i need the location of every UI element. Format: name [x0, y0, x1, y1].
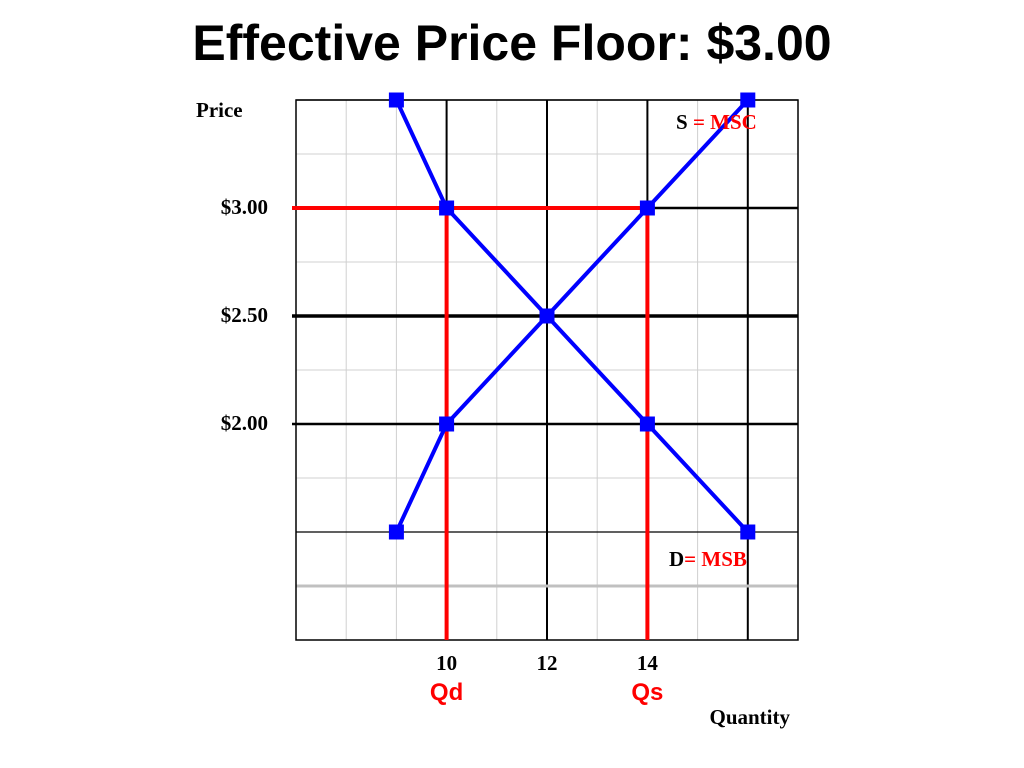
demand-point	[539, 308, 555, 324]
slide-title: Effective Price Floor: $3.00	[192, 15, 832, 71]
x-axis-label: Quantity	[709, 705, 790, 729]
demand-point	[639, 416, 655, 432]
qs-label: Qs	[631, 679, 663, 706]
plot-border	[295, 99, 799, 641]
labels-layer: $3.00 $2.50 $2.00 Price 10 12 14 Quantity Qd Qs S …	[196, 98, 790, 729]
x-tick-label: 10	[436, 651, 457, 675]
x-tick-label: 12	[537, 651, 558, 675]
qd-label: Qd	[430, 679, 463, 706]
supply-point	[388, 524, 404, 540]
supply-point	[439, 416, 455, 432]
y-tick-label: $2.00	[221, 411, 268, 435]
demand-point	[740, 524, 756, 540]
x-tick-label: 14	[637, 651, 659, 675]
demand-curve-label: D= MSB	[669, 547, 747, 571]
y-tick-label: $2.50	[221, 303, 268, 327]
demand-point	[439, 200, 455, 216]
supply-point	[639, 200, 655, 216]
curves-layer	[388, 92, 756, 540]
y-axis-label: Price	[196, 98, 243, 122]
supply-point	[740, 92, 756, 108]
supply-curve-label: S = MSC	[676, 110, 757, 134]
y-tick-label: $3.00	[221, 195, 268, 219]
demand-point	[388, 92, 404, 108]
